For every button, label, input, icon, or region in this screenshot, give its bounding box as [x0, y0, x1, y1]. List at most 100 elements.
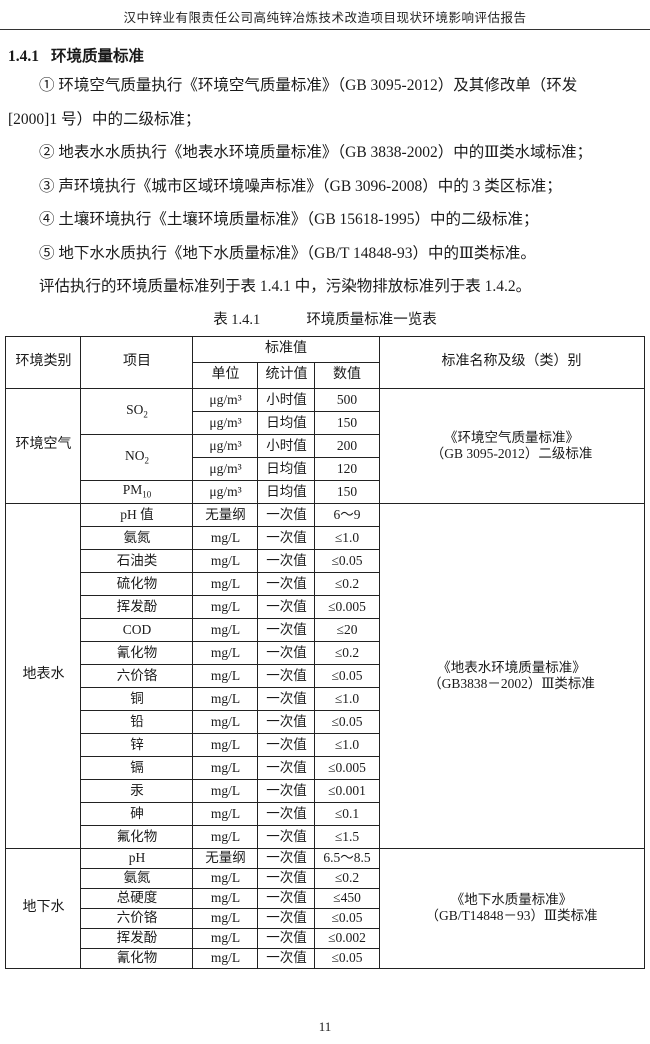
stat-cell: 一次值	[257, 640, 316, 665]
category-cell: 地下水	[5, 847, 82, 969]
item-cell: 氟化物	[80, 824, 194, 849]
item-cell: 氰化物	[80, 947, 194, 969]
table-row: μg/m³ 日均值 120	[6, 456, 644, 481]
section-number: 1.4.1	[8, 48, 39, 65]
value-cell: ≤0.1	[314, 801, 380, 826]
stat-cell: 一次值	[257, 709, 316, 734]
item-cell: 挥发酚	[80, 927, 194, 949]
table-row: 氨氮 mg/L 一次值 ≤0.2	[6, 867, 644, 889]
stat-cell: 一次值	[257, 617, 316, 642]
value-cell: ≤0.005	[314, 755, 380, 780]
unit-cell: mg/L	[192, 686, 259, 711]
stat-cell: 一次值	[257, 778, 316, 803]
standard-name-cell: 《地下水质量标准》 （GB/T14848－93）Ⅲ类标准	[378, 847, 645, 969]
value-cell: ≤0.2	[314, 640, 380, 665]
item-cell: NO2	[80, 433, 194, 481]
table-caption-title: 环境质量标准一览表	[306, 311, 437, 328]
table-body: 环境空气 SO2 μg/m³ 小时值 500 《环境空气质量标准》 （GB 3095-201…	[5, 387, 645, 969]
stat-cell: 一次值	[257, 755, 316, 780]
table-caption-label: 表 1.4.1	[213, 311, 261, 328]
unit-cell: mg/L	[192, 947, 259, 969]
item-cell: 六价铬	[80, 907, 194, 929]
table-row: 环境空气 SO2 μg/m³ 小时值 500 《环境空气质量标准》 （GB 3095-201…	[5, 387, 645, 504]
stat-cell: 日均值	[257, 456, 316, 481]
table-header-row-2: 单位 统计值 数值	[6, 361, 644, 389]
unit-cell: mg/L	[192, 548, 259, 573]
value-cell: ≤0.05	[314, 548, 380, 573]
table-row: 硫化物 mg/L 一次值 ≤0.2	[6, 571, 644, 596]
value-cell: 500	[314, 387, 380, 412]
table-header-row-1: 环境类别 项目 标准值 标准名称及级（类）别	[5, 335, 645, 389]
unit-cell: mg/L	[192, 640, 259, 665]
table-row: 砷 mg/L 一次值 ≤0.1	[6, 801, 644, 826]
stat-cell: 一次值	[257, 907, 316, 929]
item-subscript: 2	[143, 409, 148, 420]
item-cell: 氨氮	[80, 867, 194, 889]
table-row: 铅 mg/L 一次值 ≤0.05	[6, 709, 644, 734]
standard-name-line: （GB 3095-2012）二级标准	[430, 445, 593, 461]
value-cell: ≤0.05	[314, 663, 380, 688]
table-row: 石油类 mg/L 一次值 ≤0.05	[6, 548, 644, 573]
page-number: 11	[318, 1019, 332, 1034]
unit-cell: mg/L	[192, 778, 259, 803]
table-row: 汞 mg/L 一次值 ≤0.001	[6, 778, 644, 803]
value-cell: ≤1.0	[314, 732, 380, 757]
header-divider	[0, 29, 650, 30]
paragraph-standards-ref: 评估执行的环境质量标准列于表 1.4.1 中，污染物排放标准列于表 1.4.2。	[39, 278, 532, 295]
stat-cell: 一次值	[257, 847, 316, 869]
table-row: 地表水 pH 值无量纲 一次值 6～9 《地表水环境质量标准》 （GB3838－2002）…	[5, 502, 645, 849]
value-cell: ≤0.2	[314, 571, 380, 596]
standard-name-line: 《地表水环境质量标准》	[437, 659, 586, 675]
unit-cell: mg/L	[192, 525, 259, 550]
value-cell: 120	[314, 456, 380, 481]
unit-cell: mg/L	[192, 927, 259, 949]
unit-cell: mg/L	[192, 594, 259, 619]
list-item-1: ① 环境空气质量执行《环境空气质量标准》（GB 3095-2012）及其修改单（…	[39, 77, 578, 94]
unit-cell: mg/L	[192, 887, 259, 909]
table-row: 地下水 pH 无量纲 一次值 6.5～8.5 《地下水质量标准》 （GB/T14848－93…	[5, 847, 645, 969]
item-cell: 锌	[80, 732, 194, 757]
table-row: NO2 μg/m³ 小时值 200	[6, 433, 644, 481]
item-cell: SO2	[80, 387, 194, 435]
category-cell: 环境空气	[5, 387, 82, 504]
unit-cell: mg/L	[192, 709, 259, 734]
unit-cell: mg/L	[192, 755, 259, 780]
item-subscript: 10	[142, 490, 152, 501]
stat-cell: 一次值	[257, 571, 316, 596]
col-header-category: 环境类别	[5, 335, 82, 389]
stat-cell: 一次值	[257, 732, 316, 757]
value-cell: ≤20	[314, 617, 380, 642]
unit-cell: mg/L	[192, 907, 259, 929]
value-cell: 6～9	[314, 502, 380, 527]
col-header-unit: 单位	[192, 361, 259, 389]
list-item-2: ② 地表水水质执行《地表水环境质量标准》（GB 3838-2002）中的Ⅲ类水域…	[39, 144, 593, 161]
item-cell: PM10	[80, 479, 194, 504]
body-text: ① 环境空气质量执行《环境空气质量标准》（GB 3095-2012）及其修改单（…	[8, 69, 642, 304]
unit-cell: μg/m³	[192, 433, 259, 458]
item-cell: 铜	[80, 686, 194, 711]
stat-cell: 一次值	[257, 947, 316, 969]
stat-cell: 日均值	[257, 479, 316, 504]
item-cell: COD	[80, 617, 194, 642]
unit-cell: mg/L	[192, 801, 259, 826]
stat-cell: 小时值	[257, 433, 316, 458]
item-subscript: 2	[144, 455, 149, 466]
stat-cell: 日均值	[257, 410, 316, 435]
standard-name-cell: 《地表水环境质量标准》 （GB3838－2002）Ⅲ类标准	[378, 502, 645, 849]
unit-cell: μg/m³	[192, 410, 259, 435]
item-cell: 汞	[80, 778, 194, 803]
unit-cell: mg/L	[192, 571, 259, 596]
table-row: 镉 mg/L 一次值 ≤0.005	[6, 755, 644, 780]
section-title: 环境质量标准	[51, 48, 145, 65]
section-heading: 1.4.1 环境质量标准	[8, 44, 642, 66]
standard-name-line: 《环境空气质量标准》	[444, 429, 580, 445]
table-row: μg/m³ 日均值 150	[6, 410, 644, 435]
standard-name-line: （GB3838－2002）Ⅲ类标准	[428, 675, 595, 691]
value-cell: 150	[314, 479, 380, 504]
table-row: 氨氮 mg/L 一次值 ≤1.0	[6, 525, 644, 550]
list-item-1-continuation: [2000]1 号）中的二级标准；	[8, 110, 201, 128]
value-cell: ≤450	[314, 887, 380, 909]
unit-cell: mg/L	[192, 867, 259, 889]
value-cell: ≤0.05	[314, 907, 380, 929]
